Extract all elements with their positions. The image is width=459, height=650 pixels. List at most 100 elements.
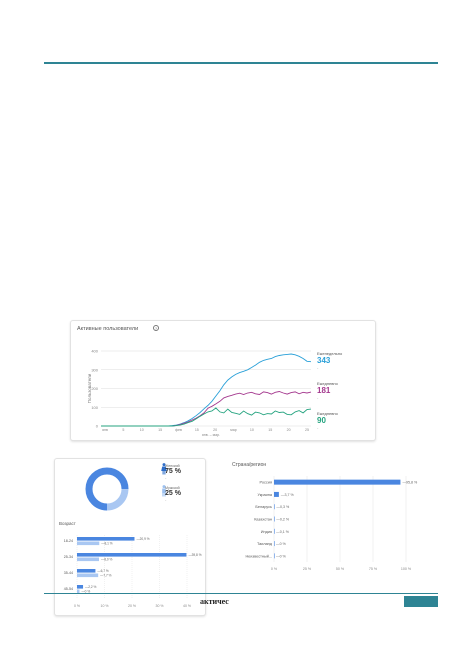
- female-value: 75 %: [165, 468, 181, 475]
- male-change: -: [165, 497, 167, 502]
- age-bar-label: —2,2 %: [85, 585, 97, 589]
- country-bar-label: —0 %: [276, 554, 287, 558]
- age-bar: [77, 557, 99, 562]
- y-tick-label: 200: [91, 386, 98, 391]
- country-category-label: Россия: [260, 481, 272, 485]
- country-bar: [274, 553, 275, 559]
- country-card: 0 % 25 % 50 % 75 % 100 % Россия —95,8 % Украина…: [226, 458, 420, 578]
- age-bar-label: —0 %: [81, 590, 90, 594]
- x-tick-label: 10: [140, 428, 144, 432]
- country-x-tick-label: 75 %: [369, 567, 378, 571]
- gender-age-card: 0 % 10 % 20 % 30 % 40 % 18-24 —20,9 % —8,1 % 25-…: [54, 458, 206, 616]
- age-bar-label: —8,0 %: [101, 558, 113, 562]
- age-bar-label: —39,8 %: [188, 553, 201, 557]
- age-bar-label: —7,7 %: [100, 574, 112, 578]
- age-bar: [77, 585, 84, 589]
- age-bar-label: —20,9 %: [136, 537, 149, 541]
- top-divider: [44, 62, 438, 64]
- help-icon[interactable]: ?: [153, 325, 159, 331]
- age-bar: [77, 573, 99, 578]
- country-category-label: Украина: [258, 493, 273, 497]
- y-tick-label: 400: [91, 349, 98, 354]
- series-line-1: [101, 353, 312, 427]
- legend-weekly: Еженедельно 343 -: [317, 351, 342, 370]
- female-change: -: [165, 475, 167, 480]
- country-bar-label: —95,8 %: [402, 481, 418, 485]
- male-stat: Мужской 25 % -: [165, 486, 181, 502]
- x-range-label: янв. – мар.: [202, 433, 220, 437]
- pie-slice-2: [85, 467, 129, 511]
- age-title: Возраст: [59, 521, 76, 526]
- y-tick-label: 0: [96, 424, 99, 429]
- country-x-tick-label: 50 %: [336, 567, 345, 571]
- age-bar-label: —8,1 %: [101, 542, 113, 546]
- legend-weekly-value: 343: [317, 356, 331, 365]
- country-bar-label: —0,1 %: [276, 530, 290, 534]
- legend-now: Ежедневно 90 -: [317, 411, 338, 430]
- legend-now-change: -: [317, 425, 319, 430]
- country-bar: [274, 528, 275, 534]
- country-x-tick-label: 100 %: [401, 567, 412, 571]
- footer-page-tab: [404, 596, 438, 607]
- legend-daily-value: 181: [317, 386, 331, 395]
- x-tick-label: 15: [195, 428, 199, 432]
- series-line-2: [101, 391, 312, 427]
- age-bar: [77, 589, 80, 594]
- country-bar: [274, 479, 401, 485]
- legend-weekly-label: Еженедельно: [317, 351, 343, 356]
- x-tick-label: 20: [213, 428, 217, 432]
- country-category-label: Таиланд: [257, 542, 273, 546]
- age-bar: [77, 537, 135, 541]
- country-bar: [274, 541, 275, 547]
- age-x-tick-label: 40 %: [183, 604, 191, 608]
- legend-now-label: Ежедневно: [317, 411, 338, 416]
- age-x-tick-label: 30 %: [156, 604, 164, 608]
- age-bar: [77, 569, 96, 573]
- age-x-tick-label: 0 %: [74, 604, 80, 608]
- legend-now-value: 90: [317, 416, 326, 425]
- y-tick-label: 100: [91, 405, 98, 410]
- legend-daily-change: -: [317, 395, 319, 400]
- x-tick-label: 10: [250, 428, 254, 432]
- x-tick-label: фев: [175, 428, 182, 432]
- x-tick-label: янв: [102, 428, 108, 432]
- y-axis-label: Пользователи: [87, 373, 92, 403]
- country-bar-label: —0 %: [276, 542, 287, 546]
- legend-daily: Ежедневно 181 -: [317, 381, 338, 400]
- x-tick-label: 5: [122, 428, 124, 432]
- age-category-label: 25-34: [64, 555, 73, 559]
- x-tick-label: 15: [268, 428, 272, 432]
- country-title: Страна/регион: [232, 462, 267, 468]
- x-tick-label: 20: [287, 428, 291, 432]
- country-bar: [274, 516, 275, 522]
- country-bar: [274, 504, 275, 510]
- age-category-label: 18-24: [64, 539, 73, 543]
- age-category-label: 35-44: [64, 571, 73, 575]
- age-x-tick-label: 10 %: [101, 604, 109, 608]
- footer-text: актичес: [200, 597, 229, 606]
- country-bar: [274, 491, 279, 497]
- active-users-title: Активные пользователи: [77, 326, 139, 332]
- x-tick-label: мар: [230, 428, 236, 432]
- male-value: 25 %: [165, 490, 181, 497]
- male-label: Мужской: [165, 486, 180, 490]
- series-line-3: [101, 407, 312, 427]
- male-icon: [162, 485, 166, 497]
- country-bar-label: —3,7 %: [281, 493, 295, 497]
- x-tick-label: 15: [158, 428, 162, 432]
- country-category-label: Индия: [261, 530, 272, 534]
- x-tick-label: 25: [305, 428, 309, 432]
- age-bar-label: —6,7 %: [97, 569, 109, 573]
- country-category-label: Казахстан: [254, 518, 272, 522]
- active-users-card: 400 300 200 100 0 янв 5 10 15 фев 15 20 мар 10 15 20 25 я…: [70, 320, 376, 441]
- female-stat: Женский 75 % -: [165, 464, 181, 480]
- country-category-label: Неизвестный...: [245, 554, 272, 558]
- country-category-label: Беларусь: [255, 505, 272, 509]
- bottom-divider: [44, 593, 438, 594]
- female-icon: [161, 463, 167, 475]
- gender-age-chart: 0 % 10 % 20 % 30 % 40 % 18-24 —20,9 % —8,1 % 25-…: [64, 467, 202, 608]
- y-tick-label: 300: [91, 367, 98, 372]
- legend-daily-label: Ежедневно: [317, 381, 338, 386]
- country-bar-label: —0,2 %: [276, 518, 290, 522]
